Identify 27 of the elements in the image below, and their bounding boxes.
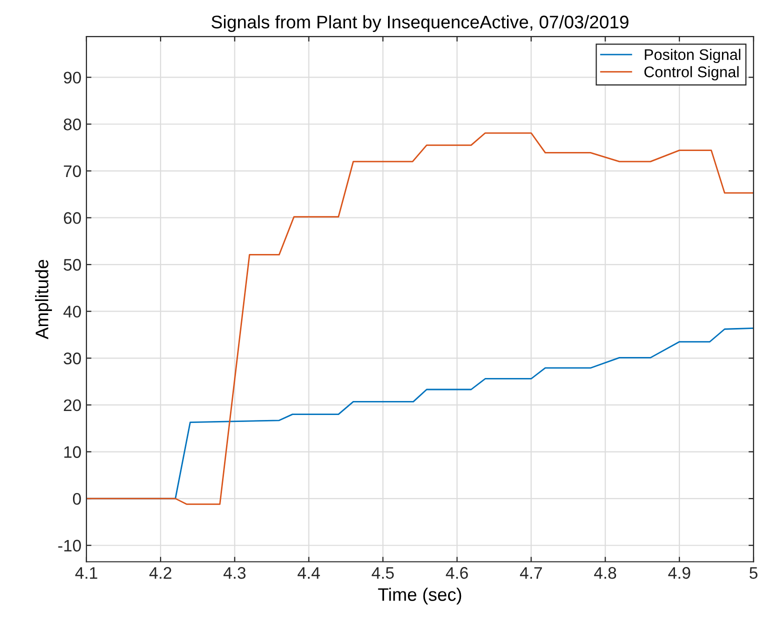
y-tick-label: 50 [64,258,81,271]
y-tick-label: -10 [58,540,81,552]
x-tick-label: 4.2 [149,567,172,579]
y-tick-label: 30 [64,352,81,364]
y-tick-label: 70 [64,165,81,178]
y-tick-label: 40 [63,306,81,318]
x-tick-label: 4.1 [75,567,98,579]
x-tick-label: 4.6 [446,567,468,579]
y-tick-label: 20 [64,399,81,412]
y-tick-label: 90 [64,72,81,84]
y-axis-title: Amplitude [35,260,52,340]
x-tick-label: 4.4 [298,567,320,579]
legend-label: Positon Signal [644,48,740,64]
x-tick-label: 4.7 [520,567,542,579]
y-tick-label: 60 [64,212,81,224]
line-series [86,132,754,505]
x-tick-label: 4.5 [372,567,394,579]
y-tick-label: 0 [72,492,81,505]
x-tick-label: 4.9 [668,567,690,579]
chart-title: Signals from Plant by InsequenceActive, 07/03/2019 [212,15,628,32]
x-tick-label: 5 [750,567,758,579]
legend-label: Control Signal [644,66,739,80]
x-tick-label: 4.3 [223,567,246,579]
x-axis-title: Time (sec) [378,588,462,605]
y-tick-label: 80 [64,118,81,130]
y-tick-label: 10 [64,446,81,458]
x-tick-label: 4.8 [594,567,616,579]
